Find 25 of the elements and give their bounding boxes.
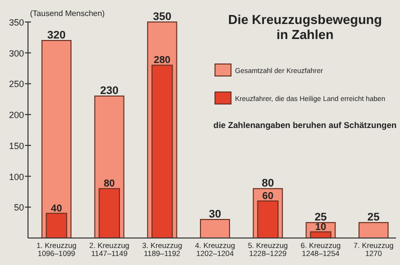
- data-label: 230: [100, 85, 118, 98]
- y-tick-label: 350: [8, 18, 24, 28]
- y-tick-label: 100: [8, 172, 24, 182]
- data-label: 30: [208, 208, 222, 220]
- data-label: 25: [314, 212, 327, 224]
- y-tick-label: 250: [8, 79, 24, 90]
- data-label: 40: [50, 203, 62, 214]
- y-axis-title: (Tausend Menschen): [30, 9, 106, 18]
- data-label: 80: [104, 178, 116, 190]
- data-label: 350: [152, 11, 172, 23]
- data-label: 320: [47, 30, 66, 42]
- y-tick-label: 200: [8, 110, 24, 120]
- data-label: 25: [367, 212, 380, 224]
- y-tick-label: 50: [14, 202, 24, 213]
- chart-title: Die Kreuzzugsbewegung in Zahlen: [228, 12, 382, 42]
- bar: [358, 222, 389, 238]
- data-label: 280: [154, 55, 171, 66]
- annotation: die Zahlenangaben beruhen auf Schätzungen: [213, 120, 397, 130]
- data-label: 10: [315, 222, 327, 233]
- data-label: 60: [262, 190, 274, 202]
- y-tick-label: 150: [8, 140, 24, 151]
- bar: [200, 218, 230, 238]
- y-tick-label: 300: [8, 48, 24, 58]
- bar: [41, 40, 72, 238]
- data-label: 80: [262, 178, 274, 190]
